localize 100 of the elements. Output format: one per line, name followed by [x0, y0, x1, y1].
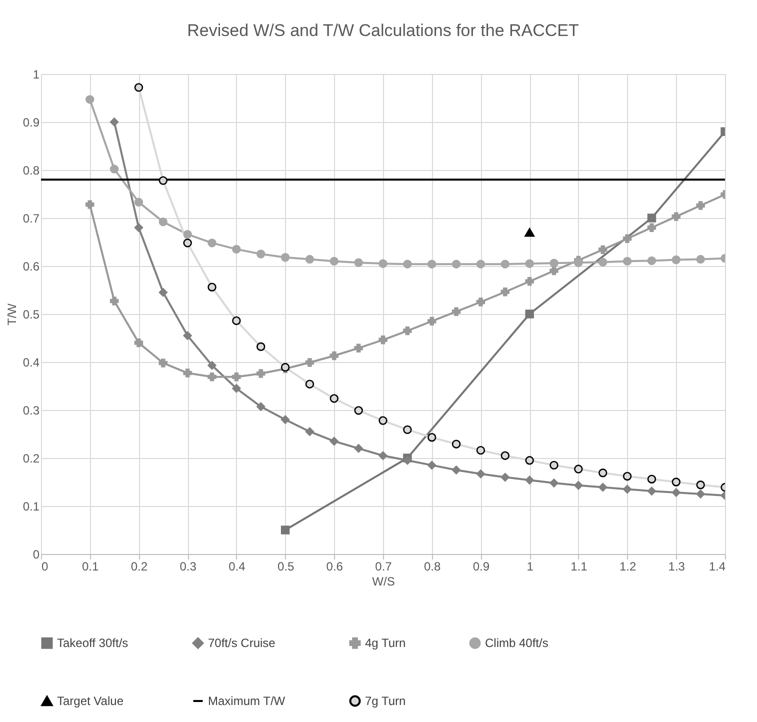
legend-label: Target Value: [57, 694, 124, 708]
point: [86, 95, 94, 104]
legend-label: 70ft/s Cruise: [208, 636, 276, 650]
point: [403, 425, 412, 434]
point: [647, 474, 656, 484]
point: [598, 245, 608, 254]
point: [280, 526, 290, 534]
y-tick-label: 0.2: [22, 452, 40, 466]
point: [622, 484, 632, 494]
point: [525, 476, 534, 484]
chart-title: Revised W/S and T/W Calculations for the RACCET: [187, 21, 579, 40]
point: [208, 361, 216, 370]
x-tick-label: 0.3: [180, 560, 197, 574]
legend-label: Climb 40ft/s: [485, 636, 548, 650]
point: [428, 316, 436, 326]
x-axis-title: W/S: [372, 574, 395, 588]
point: [525, 456, 534, 465]
point: [305, 427, 314, 436]
point: [232, 316, 241, 326]
point: [354, 406, 363, 415]
y-tick-label: 0.3: [22, 404, 40, 418]
point: [524, 228, 535, 237]
y-tick-label: 0.9: [22, 116, 40, 130]
point: [110, 296, 119, 306]
point: [672, 255, 680, 264]
point: [550, 460, 558, 470]
point: [158, 358, 168, 368]
point: [354, 444, 363, 453]
point: [330, 351, 338, 360]
point: [158, 217, 168, 226]
point: [500, 472, 510, 482]
point: [500, 288, 510, 296]
point: [647, 486, 656, 496]
x-tick-label: 0.8: [424, 560, 442, 574]
point: [354, 344, 363, 352]
point: [305, 358, 314, 367]
legend-label: 4g Turn: [365, 636, 406, 650]
point: [452, 260, 461, 268]
point: [574, 481, 583, 490]
x-tick-label: 1.2: [619, 560, 636, 574]
point: [403, 260, 412, 268]
point: [134, 83, 144, 92]
point: [500, 260, 510, 268]
y-tick-label: 0.6: [22, 260, 40, 274]
point: [525, 259, 534, 268]
point: [550, 266, 558, 276]
point: [110, 118, 119, 126]
point: [378, 336, 388, 344]
point: [647, 223, 656, 232]
point: [622, 234, 632, 243]
point: [550, 258, 558, 268]
point: [232, 244, 241, 254]
point: [330, 256, 338, 266]
point: [256, 342, 266, 351]
point: [378, 259, 388, 268]
point: [598, 468, 608, 478]
point: [183, 331, 192, 340]
point: [280, 415, 290, 424]
point: [378, 416, 388, 425]
x-tick-label: 0.2: [130, 560, 148, 574]
x-tick-label: 0: [42, 560, 48, 574]
y-tick-label: 0.5: [22, 308, 40, 322]
y-axis-title: T/W: [4, 302, 19, 326]
point: [672, 212, 680, 221]
point: [476, 469, 486, 478]
point: [256, 250, 266, 258]
point: [232, 384, 241, 393]
y-tick-label: 0.1: [22, 500, 40, 514]
point: [256, 369, 266, 378]
point: [256, 402, 266, 411]
point: [452, 440, 461, 448]
point: [525, 310, 534, 318]
point: [574, 464, 583, 474]
legend-label: Maximum T/W: [208, 694, 286, 708]
y-tick-label: 0: [32, 548, 40, 562]
point: [500, 451, 510, 460]
point: [647, 256, 656, 266]
point: [428, 460, 436, 470]
point: [183, 368, 192, 378]
point: [428, 433, 436, 442]
point: [696, 201, 705, 210]
x-tick-label: 1.1: [570, 560, 588, 574]
point: [208, 238, 216, 248]
x-tick-label: 1.3: [668, 560, 686, 574]
point: [525, 277, 534, 286]
point: [110, 164, 119, 174]
x-tick-label: 0.7: [375, 560, 392, 574]
point: [208, 282, 216, 292]
point: [305, 254, 314, 264]
point: [403, 456, 412, 465]
point: [330, 436, 338, 446]
x-tick-label: 1.4: [708, 560, 726, 574]
point: [86, 200, 94, 209]
point: [354, 258, 363, 267]
point: [452, 307, 461, 316]
point: [183, 238, 192, 248]
x-tick-label: 0.6: [326, 560, 344, 574]
y-tick-label: 0.8: [22, 164, 40, 178]
point: [305, 380, 314, 388]
point: [550, 478, 558, 488]
